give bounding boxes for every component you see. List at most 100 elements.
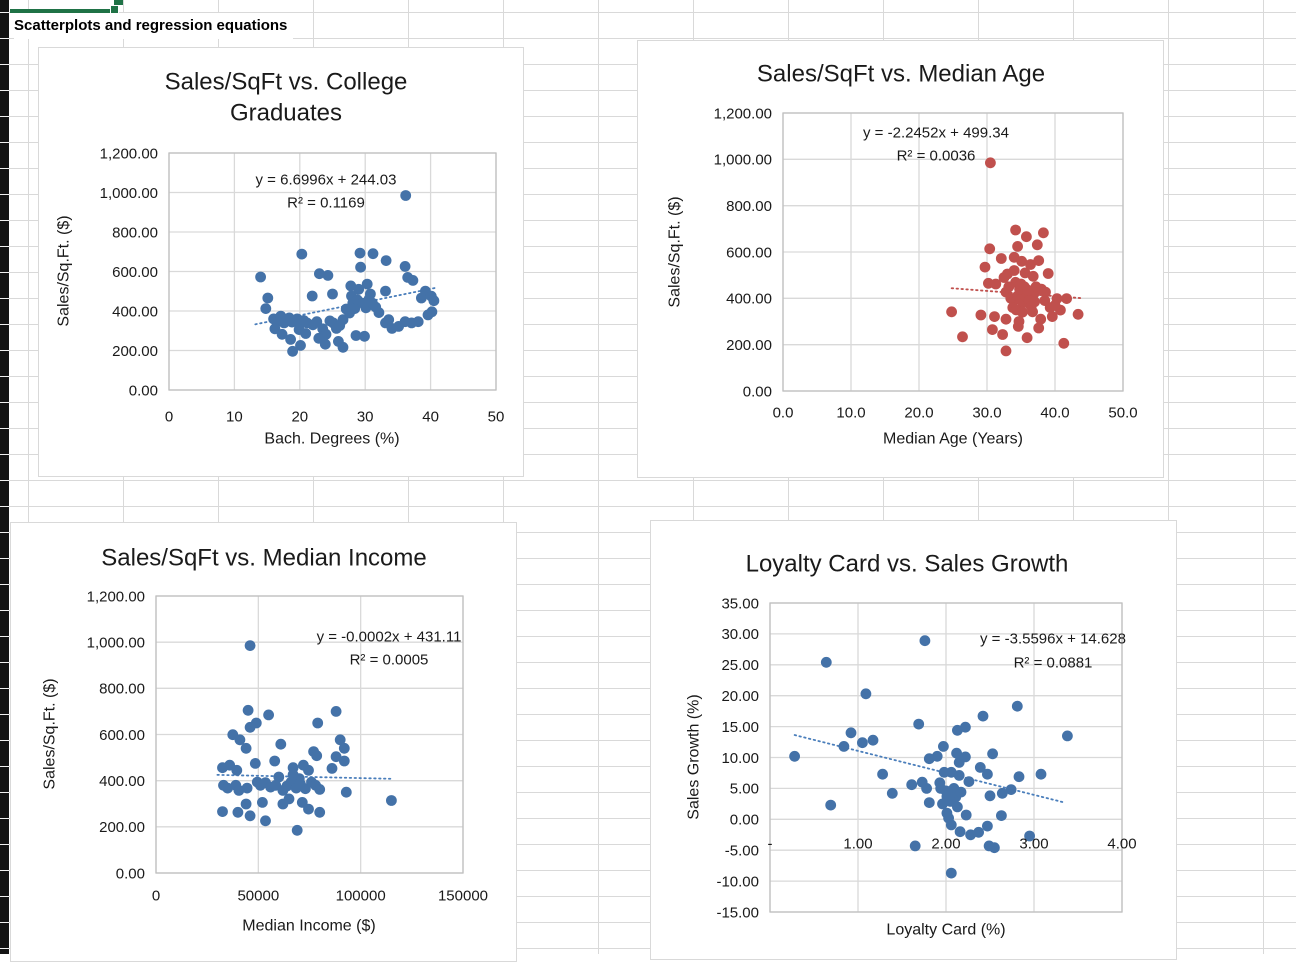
data-point[interactable] [989, 842, 1000, 854]
data-point[interactable] [923, 797, 935, 808]
regression-equation[interactable]: y = -2.2452x + 499.34 [863, 124, 1009, 141]
data-point[interactable] [296, 248, 308, 260]
regression-equation[interactable]: y = 6.6996x + 244.03 [256, 171, 397, 188]
chart-title[interactable]: Sales/SqFt vs. College [165, 68, 408, 95]
data-point[interactable] [1012, 321, 1024, 332]
data-point[interactable] [946, 306, 957, 318]
data-point[interactable] [338, 742, 350, 754]
data-point[interactable] [860, 688, 872, 700]
data-point[interactable] [283, 793, 295, 805]
data-point[interactable] [314, 806, 326, 818]
chart-sales-vs-median-income[interactable]: 0.00 200.00 400.00 600.00 800.00 1,000.00 1,20… [10, 522, 517, 962]
data-point[interactable] [312, 717, 324, 729]
data-point[interactable] [867, 734, 879, 746]
data-point[interactable] [1012, 241, 1023, 252]
data-point[interactable] [306, 290, 318, 302]
data-point[interactable] [349, 303, 361, 314]
data-point[interactable] [295, 340, 306, 351]
chart-title[interactable]: Graduates [230, 99, 342, 126]
data-point[interactable] [426, 306, 438, 318]
data-point[interactable] [260, 303, 272, 314]
x-axis-title[interactable]: Median Income ($) [242, 918, 375, 935]
data-point[interactable] [240, 798, 252, 810]
data-point[interactable] [1029, 296, 1040, 308]
r-squared-label[interactable]: R² = 0.0881 [1014, 654, 1093, 671]
data-point[interactable] [1000, 313, 1012, 325]
data-point[interactable] [1031, 239, 1043, 251]
data-point[interactable] [231, 764, 243, 776]
data-point[interactable] [960, 721, 971, 733]
data-point[interactable] [825, 799, 837, 811]
data-point[interactable] [400, 190, 412, 201]
data-point[interactable] [957, 331, 968, 343]
data-point[interactable] [982, 820, 993, 832]
data-point[interactable] [952, 801, 963, 813]
data-point[interactable] [990, 278, 1002, 290]
data-point[interactable] [337, 341, 349, 353]
data-point[interactable] [1019, 267, 1031, 279]
data-point[interactable] [355, 261, 366, 273]
data-point[interactable] [338, 755, 350, 767]
data-point[interactable] [877, 768, 888, 780]
data-point[interactable] [412, 316, 424, 328]
chart-sales-vs-median-age[interactable]: 0.00 200.00 400.00 600.00 800.00 1,000.00 1,20… [637, 40, 1164, 478]
data-point[interactable] [275, 738, 287, 750]
data-point[interactable] [311, 750, 323, 762]
data-point[interactable] [984, 790, 996, 802]
data-point[interactable] [954, 826, 966, 838]
data-point[interactable] [1033, 322, 1045, 334]
sheet-title-cell[interactable]: Scatterplots and regression equations [14, 13, 294, 39]
data-point[interactable] [1016, 255, 1028, 267]
y-axis-title[interactable]: Sales Growth (%) [686, 694, 703, 819]
data-point[interactable] [244, 810, 256, 822]
data-point[interactable] [416, 292, 427, 304]
data-point[interactable] [1013, 771, 1025, 783]
data-point[interactable] [340, 786, 352, 798]
data-point[interactable] [350, 330, 362, 341]
data-point[interactable] [249, 758, 261, 769]
data-point[interactable] [234, 734, 246, 746]
r-squared-label[interactable]: R² = 0.0036 [897, 147, 976, 164]
data-point[interactable] [257, 797, 268, 808]
x-axis-title[interactable]: Median Age (Years) [883, 431, 1023, 448]
trendline[interactable] [216, 773, 393, 780]
data-point[interactable] [1008, 265, 1020, 276]
data-point[interactable] [262, 292, 274, 304]
selection-fill-handle-top[interactable] [114, 0, 123, 5]
data-point[interactable] [222, 782, 234, 794]
data-point[interactable] [255, 271, 266, 283]
data-point[interactable] [963, 776, 975, 787]
data-point[interactable] [232, 806, 244, 818]
data-point[interactable] [326, 763, 338, 774]
data-point[interactable] [285, 334, 296, 345]
chart-sales-vs-college-graduates[interactable]: 0.00 200.00 400.00 600.00 800.00 1,000.00 1,20… [38, 47, 524, 477]
data-point[interactable] [337, 314, 349, 326]
data-point[interactable] [311, 316, 323, 328]
data-point[interactable] [276, 328, 288, 340]
chart-title[interactable]: Loyalty Card vs. Sales Growth [746, 550, 1069, 577]
data-point[interactable] [1010, 224, 1021, 236]
data-point[interactable] [428, 295, 440, 307]
data-point[interactable] [953, 770, 965, 781]
data-point[interactable] [1003, 281, 1015, 293]
chart-title[interactable]: Sales/SqFt vs. Median Age [757, 60, 1045, 87]
data-point[interactable] [1027, 270, 1039, 282]
y-axis-title[interactable]: Sales/Sq.Ft. ($) [42, 678, 59, 789]
data-point[interactable] [845, 727, 857, 739]
data-point[interactable] [1038, 227, 1049, 239]
data-point[interactable] [263, 709, 274, 721]
data-point[interactable] [977, 710, 989, 722]
data-point[interactable] [987, 748, 998, 760]
row-header-strip[interactable] [0, 0, 9, 954]
data-point[interactable] [386, 795, 397, 806]
data-point[interactable] [273, 771, 285, 783]
data-point[interactable] [303, 764, 314, 776]
data-point[interactable] [1062, 730, 1073, 742]
data-point[interactable] [353, 283, 365, 295]
data-point[interactable] [1035, 768, 1047, 780]
data-point[interactable] [982, 768, 993, 780]
data-point[interactable] [1017, 306, 1028, 318]
data-point[interactable] [995, 253, 1007, 264]
data-point[interactable] [975, 309, 987, 321]
data-point[interactable] [1046, 311, 1058, 322]
